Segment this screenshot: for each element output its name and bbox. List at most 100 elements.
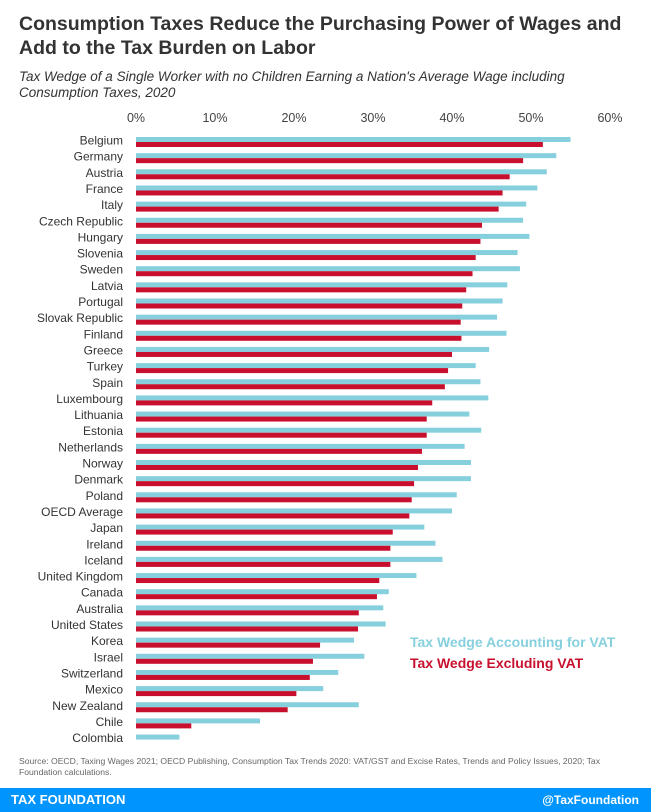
bar-excluding-vat [136,174,510,180]
category-label: Switzerland [61,666,123,680]
x-axis-ticks: 0% 10% 20% 30% 40% 50% 60% [127,111,623,125]
bar-excluding-vat [136,238,481,244]
bar-excluding-vat [136,287,467,293]
bar-excluding-vat [136,658,313,664]
bar-excluding-vat [136,384,445,390]
category-label: Finland [84,327,123,341]
category-label: Latvia [91,279,123,293]
bar-vat [136,250,518,256]
bar-vat [136,540,436,546]
bar-vat [136,476,471,482]
category-label: Slovak Republic [37,311,123,325]
bar-excluding-vat [136,319,461,325]
bar-vat [136,314,498,320]
bar-excluding-vat [136,707,288,713]
bar-vat [136,734,180,740]
category-label: Germany [74,150,123,164]
category-label: Ireland [86,537,123,551]
bar-excluding-vat [136,142,543,147]
bar-vat [136,637,355,643]
bar-vat [136,653,365,659]
bar-excluding-vat [136,691,297,697]
category-label: Chile [96,715,124,729]
bar-vat [136,573,417,579]
bar-vat [136,686,324,692]
bar-excluding-vat [136,222,483,228]
bar-vat [136,669,339,675]
category-label: Mexico [85,683,123,697]
bar-vat [136,379,481,385]
category-label: Portugal [78,295,123,309]
source-note: Source: OECD, Taxing Wages 2021; OECD Pu… [19,756,601,777]
category-label: United Kingdom [38,570,123,584]
bar-vat [136,605,384,611]
footer-bar: TAX FOUNDATION @TaxFoundation [0,788,651,812]
x-tick-label: 0% [127,111,145,125]
footer-handle: @TaxFoundation [542,793,639,807]
bar-excluding-vat [136,416,427,422]
category-label: Spain [92,376,123,390]
chart-title: Consumption Taxes Reduce the Purchasing … [19,13,622,59]
bar-vat [136,185,538,191]
x-tick-label: 20% [281,111,306,125]
category-label: Austria [86,166,124,180]
bar-vat [136,395,489,401]
bar-vat [136,282,508,288]
bar-excluding-vat [136,255,476,261]
category-label: United States [51,618,123,632]
bar-vat [136,330,507,336]
x-tick-label: 40% [439,111,464,125]
bar-excluding-vat [136,610,359,616]
category-label: Japan [90,521,123,535]
footer-brand: TAX FOUNDATION [11,792,126,807]
bar-vat [136,346,490,352]
bar-vat [136,266,520,272]
category-label: Norway [82,457,123,471]
bar-vat [136,508,452,514]
bar-vat [136,137,571,142]
bar-excluding-vat [136,303,463,309]
bar-vat [136,233,530,239]
bar-vat [136,298,503,304]
category-label: Lithuania [74,408,123,422]
bar-vat [136,556,443,562]
bar-vat [136,217,524,223]
bar-vat [136,201,527,207]
bar-excluding-vat [136,642,321,648]
category-label: France [86,182,124,196]
bar-vat [136,443,465,449]
bar-excluding-vat [136,432,427,438]
category-label: New Zealand [52,699,123,713]
bar-vat [136,718,261,724]
x-tick-label: 50% [518,111,543,125]
category-label: Canada [81,586,123,600]
category-label: Luxembourg [56,392,123,406]
category-label: Israel [94,650,123,664]
bar-excluding-vat [136,206,499,212]
bar-excluding-vat [136,335,462,341]
bar-excluding-vat [136,545,391,551]
category-label: Belgium [80,134,123,148]
category-label: Korea [91,634,123,648]
category-label: Estonia [83,424,123,438]
category-label: Greece [84,343,124,357]
bar-excluding-vat [136,158,524,164]
bar-excluding-vat [136,497,412,503]
category-label: Czech Republic [39,214,123,228]
category-label: Hungary [78,230,123,244]
category-label: Slovenia [77,247,123,261]
bar-excluding-vat [136,368,449,374]
x-tick-label: 30% [360,111,385,125]
bar-excluding-vat [136,723,192,729]
category-label: Poland [86,489,123,503]
bar-vat [136,492,457,498]
category-label: Netherlands [58,440,123,454]
bar-vat [136,524,425,530]
bar-excluding-vat [136,481,415,487]
bar-excluding-vat [136,561,391,567]
chart-subtitle: Tax Wedge of a Single Worker with no Chi… [19,69,565,100]
x-tick-label: 10% [202,111,227,125]
bar-excluding-vat [136,400,433,406]
bar-vat [136,460,471,465]
bar-vat [136,427,482,433]
